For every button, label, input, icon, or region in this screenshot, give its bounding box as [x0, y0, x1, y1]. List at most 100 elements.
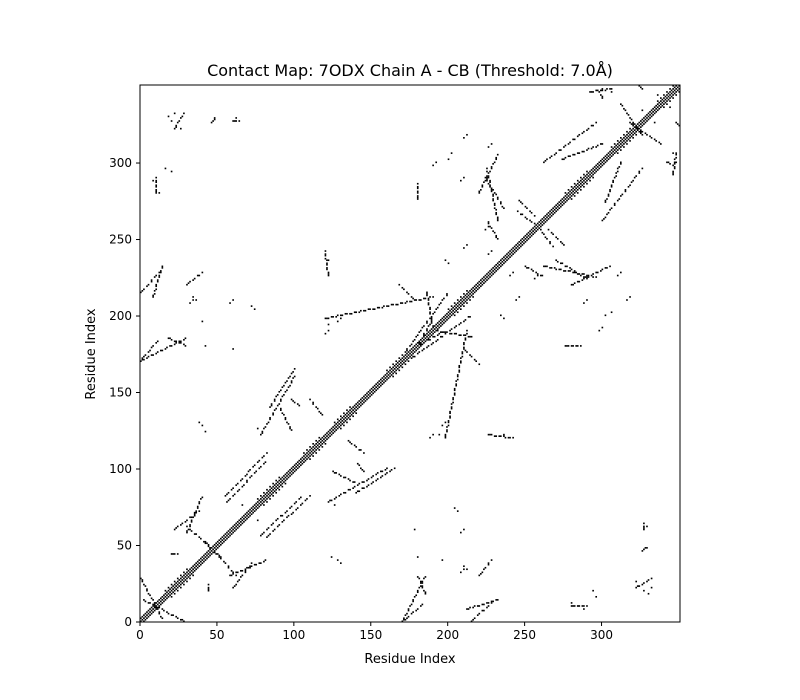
contact-cell: [306, 452, 308, 454]
y-axis-label: Residue Index: [84, 308, 99, 400]
contact-points: [140, 85, 681, 623]
contact-cell: [244, 568, 247, 571]
contact-cell: [567, 155, 570, 158]
contact-cell: [593, 169, 596, 171]
contact-cell: [263, 495, 265, 497]
contact-cell: [167, 586, 170, 589]
contact-cell: [141, 579, 144, 581]
contact-cell: [266, 498, 268, 500]
contact-cell: [612, 153, 614, 156]
contact-cell: [446, 293, 448, 295]
contact-cell: [472, 296, 474, 298]
contact-cell: [200, 563, 202, 566]
contact-cell: [155, 181, 158, 184]
contact-cell: [180, 586, 182, 589]
contact-cell: [226, 537, 228, 540]
contact-cell: [324, 250, 327, 252]
contact-cell: [175, 527, 178, 529]
contact-cell: [643, 548, 645, 551]
contact-cell: [227, 536, 230, 538]
contact-cell: [483, 276, 485, 278]
contact-cell: [416, 195, 419, 197]
contact-cell: [384, 377, 387, 379]
contact-cell: [283, 384, 285, 387]
contact-cell: [663, 103, 665, 105]
contact-cell: [263, 462, 265, 465]
contact-cell: [338, 423, 341, 425]
contact-cell: [456, 510, 459, 512]
contact-cell: [327, 436, 330, 439]
contact-cell: [603, 159, 605, 162]
contact-cell: [340, 314, 342, 317]
contact-cell: [370, 387, 373, 390]
contact-cell: [183, 580, 185, 583]
contact-cell: [238, 579, 241, 581]
contact-cell: [200, 498, 202, 500]
contact-cell: [624, 141, 627, 144]
contact-cell: [530, 228, 533, 231]
contact-cell: [592, 589, 594, 592]
contact-cell: [390, 469, 393, 471]
contact-cell: [250, 305, 253, 307]
contact-cell: [666, 103, 668, 105]
contact-cell: [469, 290, 471, 292]
contact-cell: [661, 104, 664, 107]
contact-cell: [430, 316, 433, 318]
contact-cell: [572, 271, 574, 274]
contact-cell: [146, 285, 148, 288]
contact-cell: [349, 418, 351, 421]
contact-cell: [410, 348, 413, 350]
contact-cell: [330, 556, 333, 558]
contact-cell: [460, 334, 462, 337]
contact-cell: [333, 472, 336, 474]
contact-cell: [616, 199, 619, 202]
contact-cell: [463, 342, 465, 344]
contact-cell: [336, 427, 339, 430]
contact-cell: [350, 407, 353, 410]
contact-cell: [309, 452, 311, 454]
contact-cell: [490, 166, 493, 168]
contact-cell: [340, 475, 342, 477]
contact-cell: [461, 352, 464, 355]
contact-cell: [321, 443, 324, 445]
contact-cell: [495, 236, 498, 239]
contact-cell: [472, 606, 474, 609]
contact-cell: [518, 244, 521, 246]
contact-cell: [638, 124, 641, 127]
contact-cell: [261, 456, 264, 459]
contact-cell: [166, 591, 168, 594]
contact-cell: [432, 326, 434, 329]
contact-cell: [183, 583, 185, 586]
contact-cell: [170, 586, 173, 589]
contact-cell: [355, 403, 358, 405]
contact-cell: [218, 542, 221, 545]
contact-cell: [672, 164, 674, 167]
contact-cell: [427, 302, 430, 304]
contact-cell: [464, 294, 467, 297]
contact-cell: [207, 550, 210, 552]
contact-cell: [493, 265, 496, 268]
contact-cell: [275, 485, 278, 488]
contact-cell: [453, 305, 456, 307]
contact-cell: [587, 147, 590, 150]
contact-cell: [235, 571, 238, 574]
contact-cell: [612, 150, 614, 153]
contact-cell: [298, 404, 301, 407]
contact-cell: [347, 439, 350, 442]
contact-cell: [360, 404, 362, 407]
contact-cell: [210, 550, 213, 552]
contact-cell: [580, 189, 582, 191]
contact-cell: [204, 556, 207, 558]
contact-cell: [232, 495, 234, 497]
contact-cell: [289, 507, 291, 509]
contact-cell: [632, 123, 634, 125]
contact-cell: [358, 482, 361, 485]
contact-cell: [376, 472, 379, 474]
contact-cell: [470, 288, 473, 291]
contact-cell: [455, 332, 458, 335]
contact-cell: [496, 216, 499, 219]
contact-cell: [373, 308, 376, 310]
contact-cell: [581, 184, 584, 187]
contact-cell: [293, 368, 296, 370]
contact-cell: [469, 316, 471, 318]
